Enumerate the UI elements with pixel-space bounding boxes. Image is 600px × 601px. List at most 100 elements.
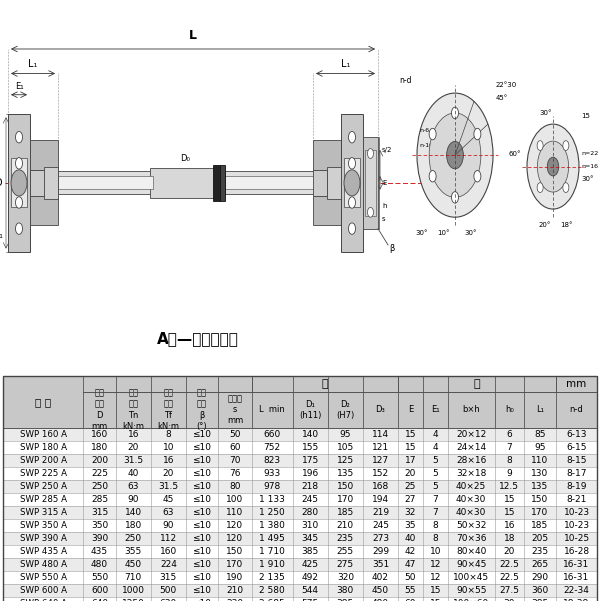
Text: 280: 280 xyxy=(302,508,319,517)
Text: 95: 95 xyxy=(534,443,545,452)
Circle shape xyxy=(367,148,373,159)
Text: 28×16: 28×16 xyxy=(456,456,487,465)
Text: SWP 250 A: SWP 250 A xyxy=(20,482,67,491)
Bar xyxy=(58,171,153,194)
Text: SWP 160 A: SWP 160 A xyxy=(20,430,67,439)
Bar xyxy=(365,150,376,216)
Text: 30°: 30° xyxy=(581,176,593,182)
Text: A型—有伸缩长型: A型—有伸缩长型 xyxy=(157,331,239,346)
Text: h₁: h₁ xyxy=(0,231,3,240)
Text: 60°: 60° xyxy=(509,151,521,157)
Bar xyxy=(3,519,597,532)
Text: L₁: L₁ xyxy=(28,58,38,69)
Bar xyxy=(220,165,225,201)
Text: 7: 7 xyxy=(433,495,438,504)
Text: ≤10: ≤10 xyxy=(193,430,211,439)
Text: 575: 575 xyxy=(302,599,319,601)
Circle shape xyxy=(429,171,436,182)
Text: 385: 385 xyxy=(532,599,548,601)
Text: 6-15: 6-15 xyxy=(566,443,587,452)
Bar xyxy=(3,480,597,493)
Bar xyxy=(3,532,597,545)
Text: 480: 480 xyxy=(91,560,108,569)
Text: 450: 450 xyxy=(372,586,389,595)
Text: 160: 160 xyxy=(160,547,177,556)
Text: 150: 150 xyxy=(532,495,548,504)
Circle shape xyxy=(452,192,458,203)
Text: 225: 225 xyxy=(91,469,108,478)
Text: 尺: 尺 xyxy=(322,379,328,389)
Text: 114: 114 xyxy=(372,430,389,439)
Text: 185: 185 xyxy=(337,508,354,517)
Bar xyxy=(225,171,315,194)
Text: 150: 150 xyxy=(226,547,244,556)
Text: 1 495: 1 495 xyxy=(259,534,285,543)
Bar xyxy=(3,545,597,558)
Text: 150: 150 xyxy=(337,482,354,491)
Circle shape xyxy=(547,157,559,176)
Text: 121: 121 xyxy=(372,443,389,452)
Text: ≤10: ≤10 xyxy=(193,534,211,543)
Text: E: E xyxy=(408,405,413,414)
Text: 168: 168 xyxy=(372,482,389,491)
Bar xyxy=(30,170,46,196)
Text: 20×12: 20×12 xyxy=(456,430,487,439)
Text: 275: 275 xyxy=(337,560,354,569)
Text: 5: 5 xyxy=(433,456,438,465)
Text: 16: 16 xyxy=(127,430,139,439)
Text: 20: 20 xyxy=(163,469,174,478)
Text: 31.5: 31.5 xyxy=(123,456,143,465)
Text: 219: 219 xyxy=(372,508,389,517)
Text: 18°: 18° xyxy=(560,222,572,228)
Text: 95: 95 xyxy=(340,430,351,439)
Text: 35: 35 xyxy=(405,521,416,530)
Text: 8: 8 xyxy=(433,534,438,543)
Text: 110: 110 xyxy=(226,508,244,517)
Text: 60: 60 xyxy=(405,599,416,601)
Bar xyxy=(3,441,597,454)
Text: ≤10: ≤10 xyxy=(193,443,211,452)
Text: 40: 40 xyxy=(405,534,416,543)
Text: 351: 351 xyxy=(372,560,389,569)
Text: 32: 32 xyxy=(405,508,416,517)
Text: SWP 640 A: SWP 640 A xyxy=(20,599,67,601)
Text: 152: 152 xyxy=(372,469,389,478)
Text: 15: 15 xyxy=(503,508,515,517)
Text: 15: 15 xyxy=(405,430,416,439)
Text: 5: 5 xyxy=(433,469,438,478)
Text: SWP 390 A: SWP 390 A xyxy=(20,534,67,543)
Text: 1 250: 1 250 xyxy=(259,508,285,517)
Bar xyxy=(3,428,597,441)
Text: 315: 315 xyxy=(91,508,108,517)
Text: 42: 42 xyxy=(405,547,416,556)
Text: 31.5: 31.5 xyxy=(158,482,178,491)
Text: 255: 255 xyxy=(337,547,354,556)
Text: h: h xyxy=(382,203,386,209)
Text: 550: 550 xyxy=(91,573,108,582)
Text: n-16: n-16 xyxy=(459,144,473,148)
Text: 27.5: 27.5 xyxy=(499,586,519,595)
Text: 70×36: 70×36 xyxy=(456,534,487,543)
Text: b×h: b×h xyxy=(463,405,480,414)
Text: 10-25: 10-25 xyxy=(563,534,590,543)
Text: 224: 224 xyxy=(160,560,177,569)
Text: n-10: n-10 xyxy=(419,144,433,148)
Bar xyxy=(225,176,315,189)
Text: L: L xyxy=(189,29,197,43)
Text: 80×40: 80×40 xyxy=(456,547,487,556)
Circle shape xyxy=(349,223,355,234)
Text: SWP 225 A: SWP 225 A xyxy=(20,469,67,478)
Text: 15: 15 xyxy=(430,586,441,595)
Text: 245: 245 xyxy=(372,521,389,530)
Text: 22°30: 22°30 xyxy=(496,82,517,88)
Text: 315: 315 xyxy=(160,573,177,582)
Text: 12.5: 12.5 xyxy=(499,482,519,491)
Text: 9: 9 xyxy=(506,469,512,478)
Text: L₁: L₁ xyxy=(341,58,350,69)
Circle shape xyxy=(16,157,23,169)
Text: 155: 155 xyxy=(302,443,319,452)
Text: 50: 50 xyxy=(405,573,416,582)
Bar xyxy=(313,170,327,196)
Bar xyxy=(3,392,597,428)
Circle shape xyxy=(367,207,373,217)
